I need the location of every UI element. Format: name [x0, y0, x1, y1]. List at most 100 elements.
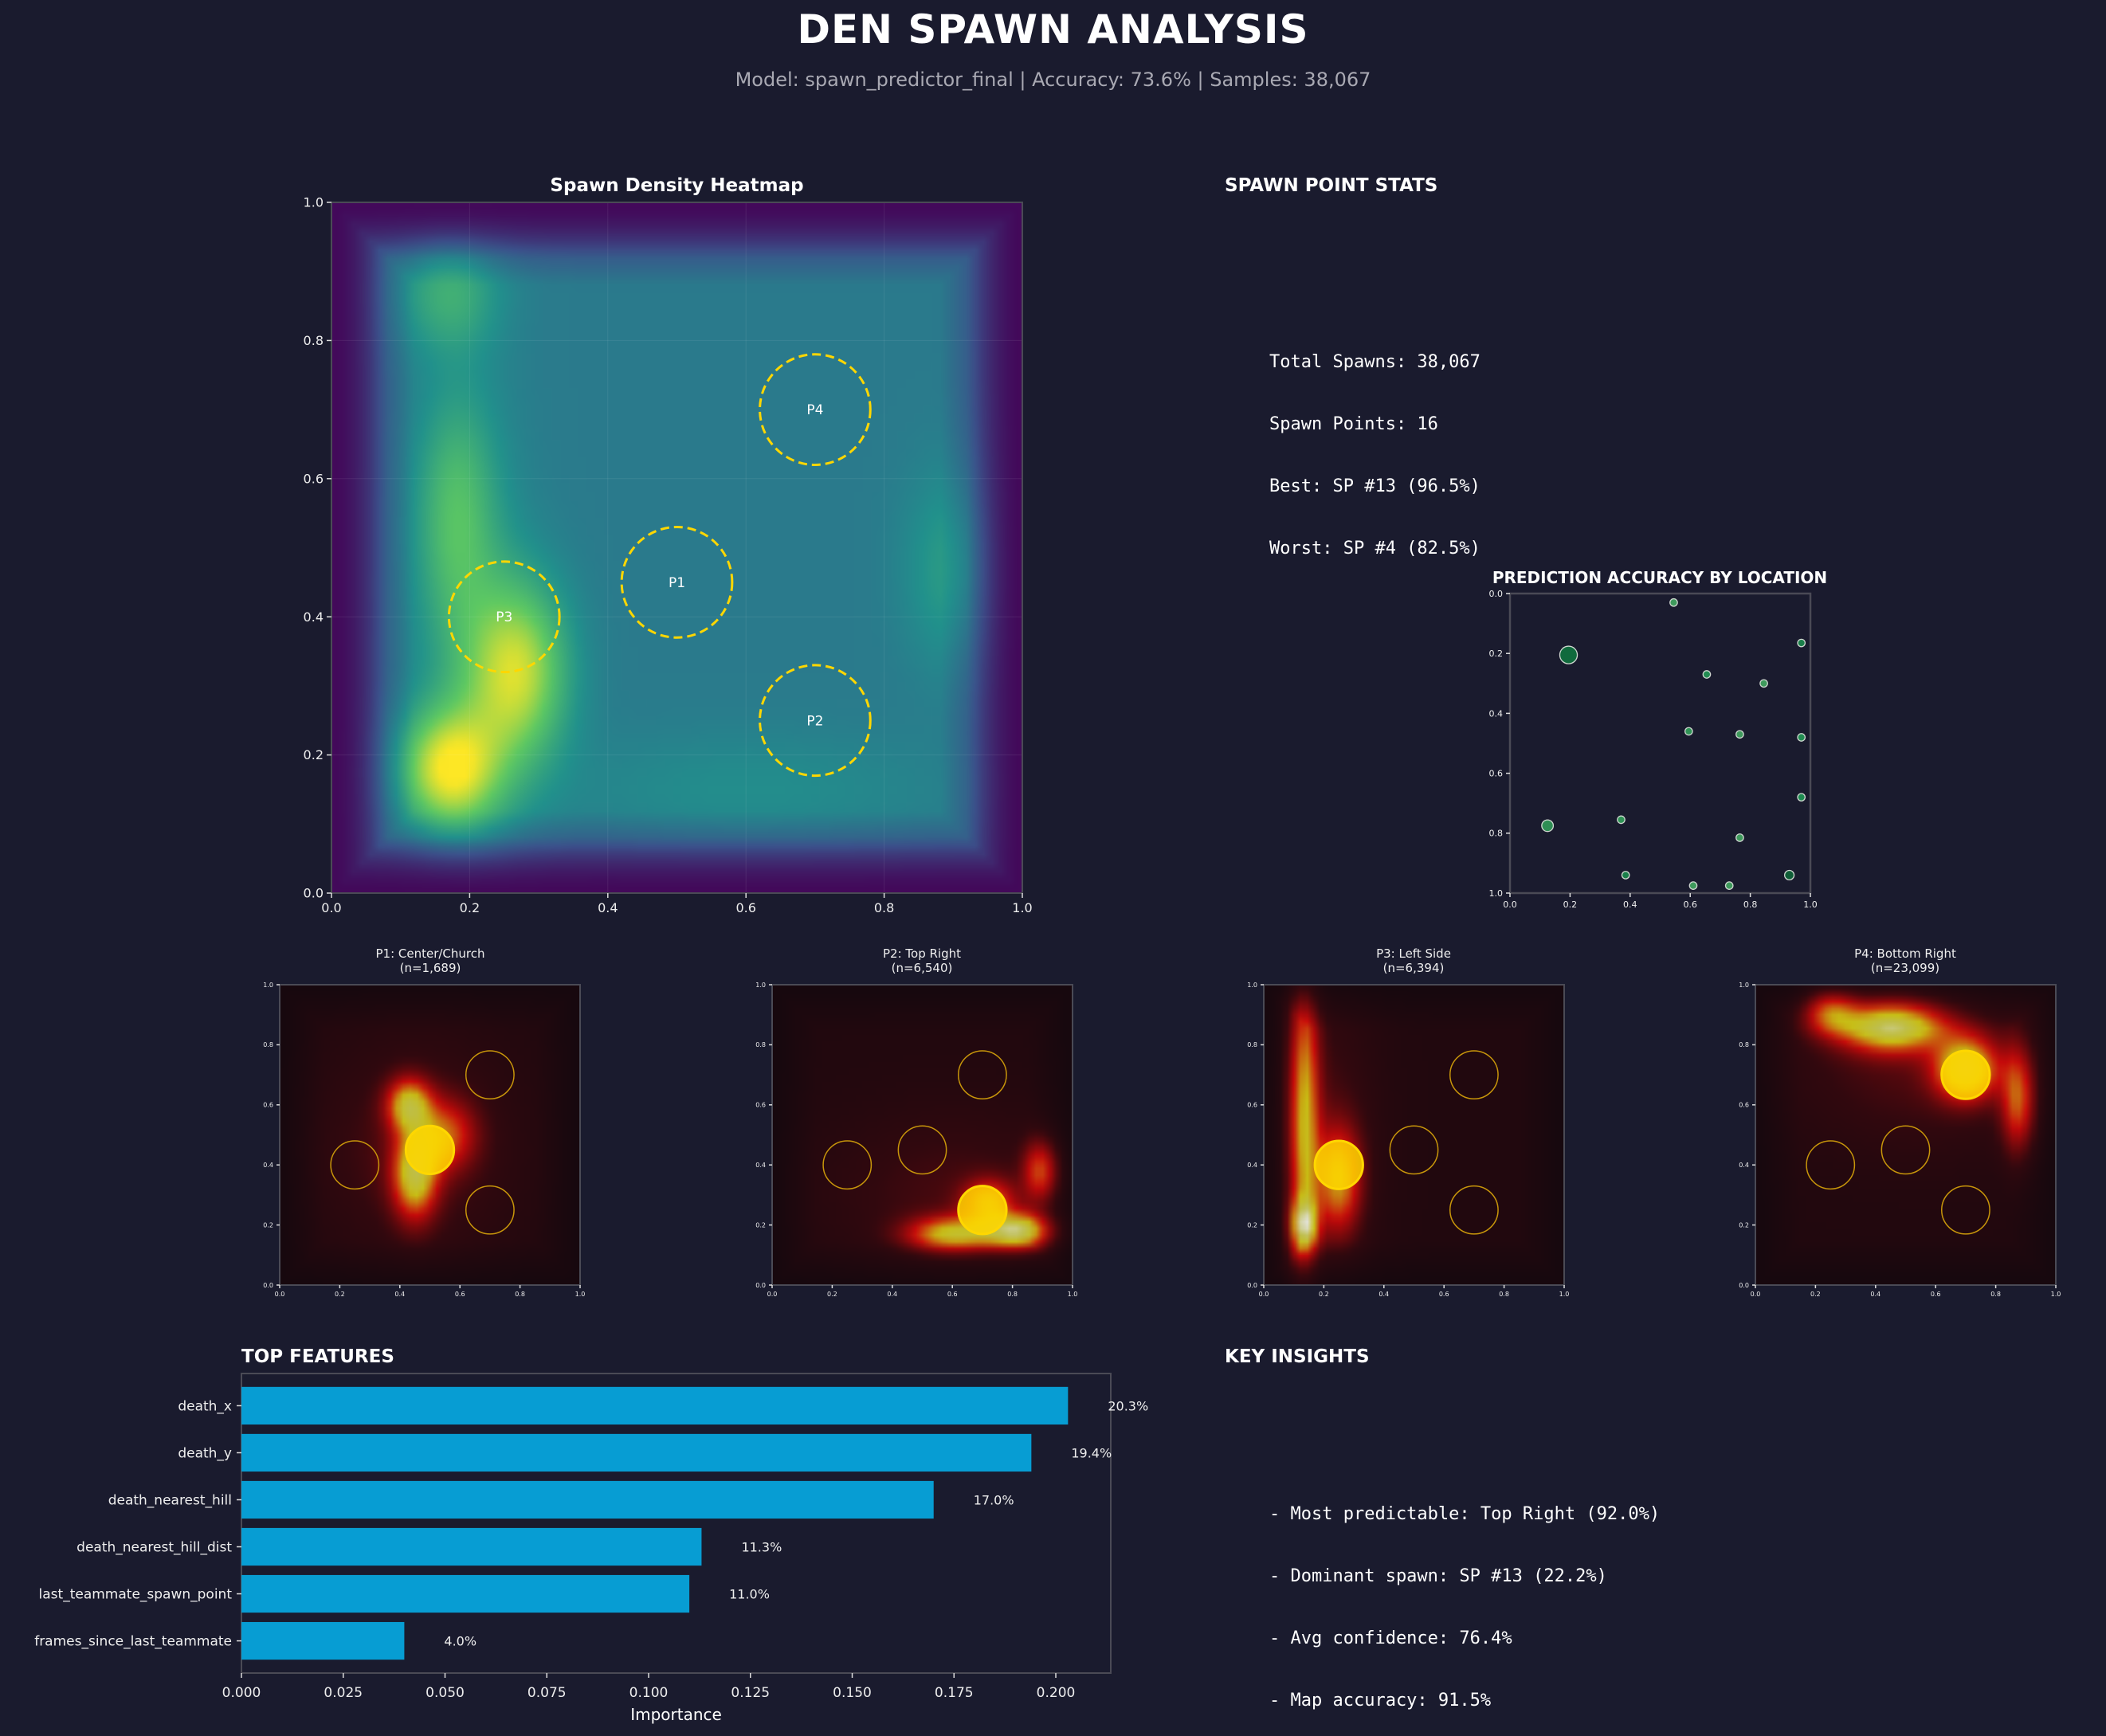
- axes-frame: [279, 984, 581, 1286]
- x-tick-label: 0.2: [827, 1291, 837, 1298]
- stats-title: SPAWN POINT STATS: [1225, 175, 1438, 196]
- plot-overlay: 0.0 0.2 0.4 0.6 0.8 1.00.00.20.40.60.81.0: [1247, 982, 1569, 1298]
- x-tick-label: 0.4: [394, 1291, 405, 1298]
- x-tick-label: 0.2: [335, 1291, 345, 1298]
- y-tick-label: 0.0: [263, 1282, 273, 1289]
- y-tick-label: 0.8: [263, 1041, 273, 1048]
- y-tick-label: 0.4: [263, 1162, 273, 1169]
- p3-title-text: P3: Left Side: [1376, 946, 1451, 961]
- scatter-point: [1684, 727, 1693, 736]
- stats-line: Worst: SP #4 (82.5%): [1269, 539, 1480, 558]
- y-tick-label: 0.2: [1247, 1221, 1257, 1229]
- axes-frame: [331, 202, 1023, 894]
- value-label: 20.3%: [1108, 1398, 1148, 1413]
- x-tick-label: 0.100: [629, 1685, 669, 1701]
- p1-title: P1: Center/Church (n=1,689): [231, 946, 629, 975]
- x-tick-label: 0.4: [1870, 1291, 1880, 1298]
- plot-overlay: 0.0 0.2 0.4 0.6 0.8 1.00.00.20.40.60.81.0: [755, 982, 1077, 1298]
- p4-heatmap: 0.0 0.2 0.4 0.6 0.8 1.0 0.0 0.2 0.4 0.6 0.8 1.0: [1739, 982, 2061, 1298]
- y-tick-label: 0.0: [755, 1282, 766, 1289]
- y-tick-label: 0.2: [755, 1221, 766, 1229]
- category-label: death_nearest_hill_dist: [76, 1540, 232, 1556]
- x-tick-label: 0.0: [1259, 1291, 1269, 1298]
- p1-heatmap: 0.0 0.2 0.4 0.6 0.8 1.0 0.0 0.2 0.4 0.6 0.8 1.0: [263, 982, 585, 1298]
- bar-death_x: [241, 1386, 1069, 1425]
- category-label: death_nearest_hill: [108, 1492, 232, 1508]
- p2-title: P2: Top Right (n=6,540): [723, 946, 1121, 975]
- axes-frame: [1508, 592, 1812, 895]
- bar-death_nearest_hill: [241, 1480, 934, 1519]
- features-title: TOP FEATURES: [241, 1346, 394, 1367]
- scatter-point: [1735, 833, 1744, 842]
- scatter-point: [1797, 638, 1806, 648]
- y-tick-label: 1.0: [1739, 982, 1749, 989]
- y-tick-label: 0.4: [1489, 708, 1504, 719]
- p3-count: (n=6,394): [1382, 961, 1445, 975]
- plot-overlay: 0.0 0.2 0.4 0.6 0.8 1.00.00.20.40.60.81.0: [1489, 589, 1818, 910]
- highlighted-hill-marker: [957, 1185, 1008, 1236]
- p2-heatmap: 0.0 0.2 0.4 0.6 0.8 1.0 0.0 0.2 0.4 0.6 0.8 1.0: [755, 982, 1077, 1298]
- y-tick-label: 1.0: [1247, 982, 1257, 989]
- y-tick-label: 0.4: [1739, 1162, 1749, 1169]
- x-tick-label: 0.2: [1810, 1291, 1821, 1298]
- x-tick-label: 0.050: [426, 1685, 465, 1701]
- x-tick-label: 0.6: [735, 900, 755, 915]
- hill-label: P1: [669, 575, 685, 591]
- page-subtitle: Model: spawn_predictor_final | Accuracy:…: [735, 69, 1371, 91]
- y-tick-label: 0.6: [1247, 1102, 1257, 1109]
- x-tick-label: 0.2: [1563, 899, 1578, 910]
- x-tick-label: 0.025: [324, 1685, 363, 1701]
- y-tick-label: 1.0: [755, 982, 766, 989]
- axes-frame: [771, 984, 1073, 1286]
- heatmap-image: [1264, 985, 1564, 1285]
- x-tick-label: 0.0: [321, 900, 341, 915]
- scatter-point: [1724, 881, 1734, 890]
- y-tick-label: 0.0: [1247, 1282, 1257, 1289]
- x-tick-label: 0.150: [833, 1685, 872, 1701]
- x-tick-label: 0.4: [1623, 899, 1637, 910]
- x-tick-label: 1.0: [1559, 1291, 1570, 1298]
- p1-count: (n=1,689): [399, 961, 461, 975]
- x-tick-label: 0.8: [1499, 1291, 1509, 1298]
- insight-line: - Most predictable: Top Right (92.0%): [1269, 1504, 1661, 1524]
- x-tick-label: 1.0: [575, 1291, 586, 1298]
- y-tick-label: 0.4: [304, 609, 324, 625]
- p4-title: P4: Bottom Right (n=23,099): [1706, 946, 2104, 975]
- hill-marker: [1449, 1050, 1499, 1100]
- x-tick-label: 0.6: [947, 1291, 958, 1298]
- stats-text: Total Spawns: 38,067 Spawn Points: 16 Be…: [1269, 311, 1480, 601]
- y-tick-label: 0.2: [263, 1221, 273, 1229]
- plot-overlay: 0.0 0.2 0.4 0.6 0.8 1.0 0.0 0.2 0.4 0.6 0.8 1.0 P1 P2…: [304, 195, 1033, 915]
- axes-frame: [1263, 984, 1565, 1286]
- hill-label: P4: [806, 402, 823, 418]
- highlighted-hill-marker: [1940, 1049, 1991, 1100]
- insights-title: KEY INSIGHTS: [1225, 1346, 1370, 1367]
- hill-marker: [465, 1050, 515, 1100]
- accuracy-scatter: 0.0 0.2 0.4 0.6 0.8 1.0 0.0 0.2 0.4 0.6 0.8 1.0: [1489, 589, 1818, 910]
- stats-line: Spawn Points: 16: [1269, 414, 1438, 434]
- scatter-point: [1688, 881, 1698, 890]
- heatmap-image: [772, 985, 1073, 1285]
- category-label: death_x: [178, 1398, 232, 1414]
- hill-p4-circle: [759, 353, 872, 466]
- hill-marker: [1389, 1125, 1439, 1175]
- page-title: DEN SPAWN ANALYSIS: [797, 6, 1309, 53]
- x-tick-label: 0.0: [1751, 1291, 1761, 1298]
- bar-death_nearest_hill_dist: [241, 1527, 702, 1566]
- hill-marker: [1880, 1125, 1931, 1175]
- insights-text: - Most predictable: Top Right (92.0%) - …: [1269, 1463, 1660, 1736]
- p3-heatmap: 0.0 0.2 0.4 0.6 0.8 1.0 0.0 0.2 0.4 0.6 0.8 1.0: [1247, 982, 1569, 1298]
- y-tick-label: 0.2: [1739, 1221, 1749, 1229]
- accuracy-title: PREDICTION ACCURACY BY LOCATION: [1492, 568, 1828, 587]
- x-tick-label: 1.0: [2051, 1291, 2061, 1298]
- value-label: 17.0%: [974, 1492, 1014, 1507]
- value-label: 19.4%: [1071, 1445, 1112, 1460]
- value-label: 11.3%: [741, 1540, 782, 1555]
- x-tick-label: 0.0: [767, 1291, 778, 1298]
- hill-p2-circle: [759, 664, 872, 778]
- hill-marker: [1449, 1185, 1499, 1235]
- x-tick-label: 0.6: [1439, 1291, 1449, 1298]
- hill-marker: [957, 1050, 1007, 1100]
- x-tick-label: 0.0: [275, 1291, 285, 1298]
